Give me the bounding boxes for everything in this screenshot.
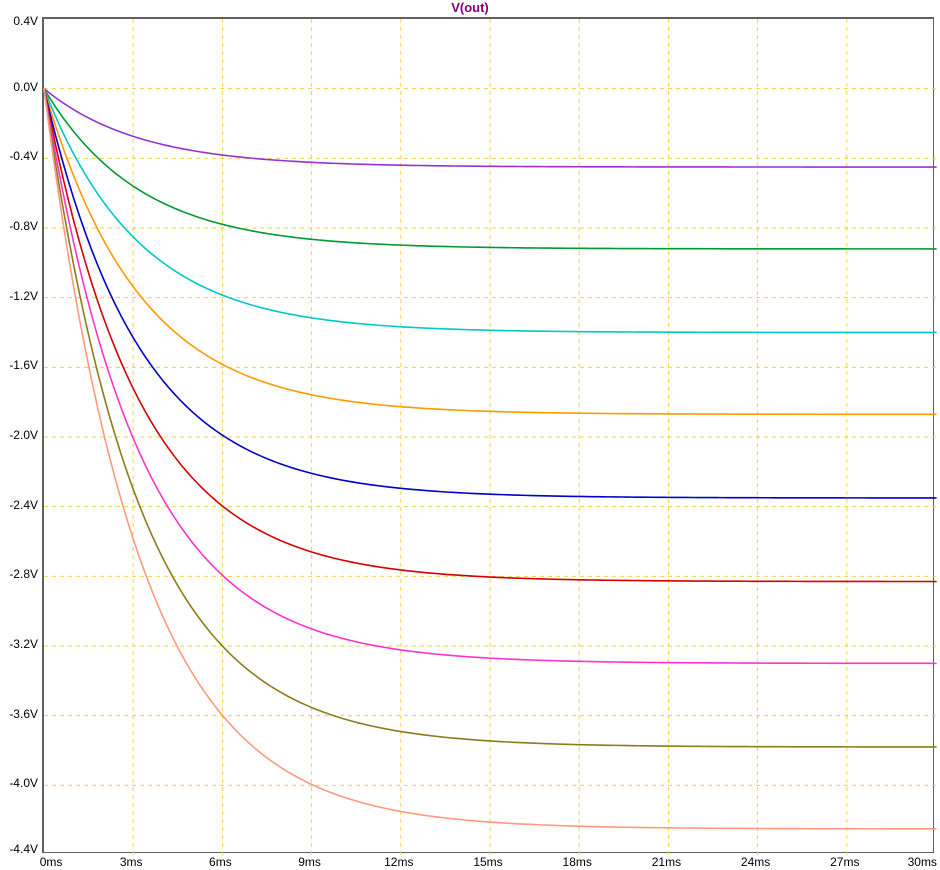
x-tick-label: 9ms bbox=[298, 855, 321, 869]
x-tick-label: 27ms bbox=[830, 855, 859, 869]
x-tick-label: 15ms bbox=[473, 855, 502, 869]
x-tick-label: 21ms bbox=[652, 855, 681, 869]
y-tick-label: -4.4V bbox=[0, 842, 38, 856]
y-tick-label: -0.4V bbox=[0, 149, 38, 163]
grid-vertical bbox=[133, 19, 847, 855]
y-tick-label: -1.6V bbox=[0, 358, 38, 372]
chart-viewport: V(out) 0.4V 0.0V -0.4V -0.8V -1.2V -1.6V -2.0V… bbox=[0, 0, 940, 870]
x-tick-label: 18ms bbox=[563, 855, 592, 869]
x-tick-label: 12ms bbox=[384, 855, 413, 869]
y-tick-label: 0.4V bbox=[0, 14, 38, 28]
y-tick-label: -0.8V bbox=[0, 219, 38, 233]
y-tick-label: -2.4V bbox=[0, 498, 38, 512]
plot-area[interactable] bbox=[42, 17, 934, 853]
y-tick-label: 0.0V bbox=[0, 80, 38, 94]
x-tick-label: 0ms bbox=[40, 855, 63, 869]
x-tick-label: 30ms bbox=[908, 855, 937, 869]
y-tick-label: -2.8V bbox=[0, 567, 38, 581]
y-tick-label: -3.2V bbox=[0, 637, 38, 651]
x-tick-label: 3ms bbox=[120, 855, 143, 869]
y-tick-label: -2.0V bbox=[0, 428, 38, 442]
x-tick-label: 6ms bbox=[209, 855, 232, 869]
chart-title: V(out) bbox=[0, 0, 940, 16]
series-step2 bbox=[44, 89, 936, 249]
y-tick-label: -1.2V bbox=[0, 289, 38, 303]
chart-title-text: V(out) bbox=[451, 0, 489, 15]
plot-svg bbox=[44, 19, 936, 855]
y-tick-label: -3.6V bbox=[0, 707, 38, 721]
y-tick-label: -4.0V bbox=[0, 776, 38, 790]
x-tick-label: 24ms bbox=[741, 855, 770, 869]
